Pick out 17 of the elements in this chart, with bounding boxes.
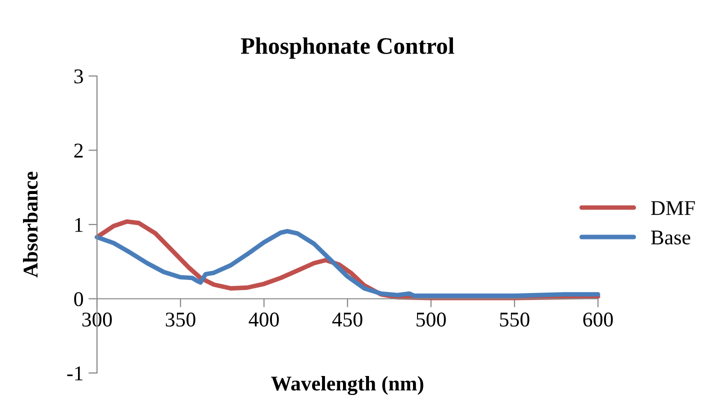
- legend-label: Base: [651, 230, 690, 244]
- y-axis-title: Absorbance: [22, 172, 38, 278]
- x-tick-label: 350: [166, 312, 196, 327]
- x-tick-label: 300: [82, 312, 112, 327]
- x-axis-title: Wavelength (nm): [271, 376, 424, 396]
- x-tick-label: 600: [583, 312, 613, 327]
- y-tick-label: 3: [74, 69, 83, 84]
- y-tick-label: 2: [74, 144, 83, 158]
- legend-label: DMF: [651, 201, 695, 215]
- x-tick-label: 450: [332, 312, 362, 327]
- x-tick-label: 500: [416, 312, 446, 327]
- x-tick-label: 550: [500, 312, 530, 327]
- y-tick-label: -1: [67, 366, 83, 380]
- y-tick-label: 0: [74, 292, 84, 306]
- chart-title: Phosphonate Control: [240, 37, 454, 59]
- x-tick-label: 400: [248, 312, 279, 327]
- y-tick-label: 1: [75, 218, 83, 232]
